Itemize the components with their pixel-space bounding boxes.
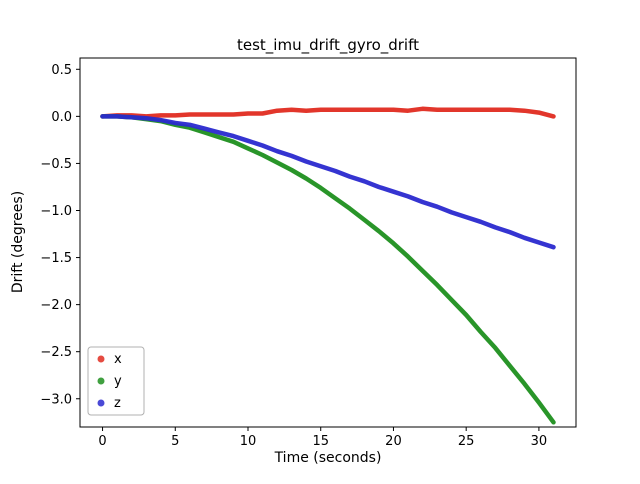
y-axis-ticks: 0.5 0.0 −0.5 −1.0 −1.5 −2.0 −2.5 −3.0 — [40, 63, 80, 407]
chart-title: test_imu_drift_gyro_drift — [237, 36, 419, 55]
legend-box — [87, 346, 145, 416]
legend-entry-z: z — [97, 396, 121, 411]
y-tick-label: 0.5 — [51, 63, 72, 78]
y-tick-label: −0.5 — [40, 157, 72, 172]
series-layer — [100, 106, 556, 425]
x-axis-label: Time (seconds) — [274, 450, 382, 466]
legend: x y z — [87, 346, 145, 416]
plot-area — [80, 58, 576, 427]
legend-entry-y: y — [97, 374, 122, 389]
y-tick-label: −2.5 — [40, 345, 72, 360]
legend-label-z: z — [114, 396, 121, 411]
x-tick-label: 15 — [312, 434, 329, 449]
x-tick-label: 10 — [240, 434, 257, 449]
y-tick-label: −3.0 — [40, 392, 72, 407]
x-tick-label: 20 — [385, 434, 402, 449]
legend-marker-z-icon — [97, 399, 105, 407]
legend-marker-y-icon — [97, 377, 105, 385]
y-tick-label: 0.0 — [51, 110, 72, 125]
y-tick-label: −1.0 — [40, 204, 72, 219]
x-tick-label: 0 — [98, 434, 106, 449]
legend-entry-x: x — [97, 352, 122, 367]
series-z-line — [100, 114, 556, 250]
legend-label-x: x — [114, 352, 122, 367]
axes-frame — [79, 57, 577, 428]
series-x-line — [100, 106, 556, 119]
y-tick-label: −1.5 — [40, 251, 72, 266]
x-tick-label: 30 — [531, 434, 548, 449]
x-tick-label: 25 — [458, 434, 475, 449]
y-tick-label: −2.0 — [40, 298, 72, 313]
legend-label-y: y — [114, 374, 122, 389]
x-axis-ticks: 0 5 10 15 20 25 30 — [98, 427, 547, 449]
x-tick-label: 5 — [171, 434, 179, 449]
y-axis-label: Drift (degrees) — [10, 191, 26, 293]
legend-marker-x-icon — [97, 355, 105, 363]
